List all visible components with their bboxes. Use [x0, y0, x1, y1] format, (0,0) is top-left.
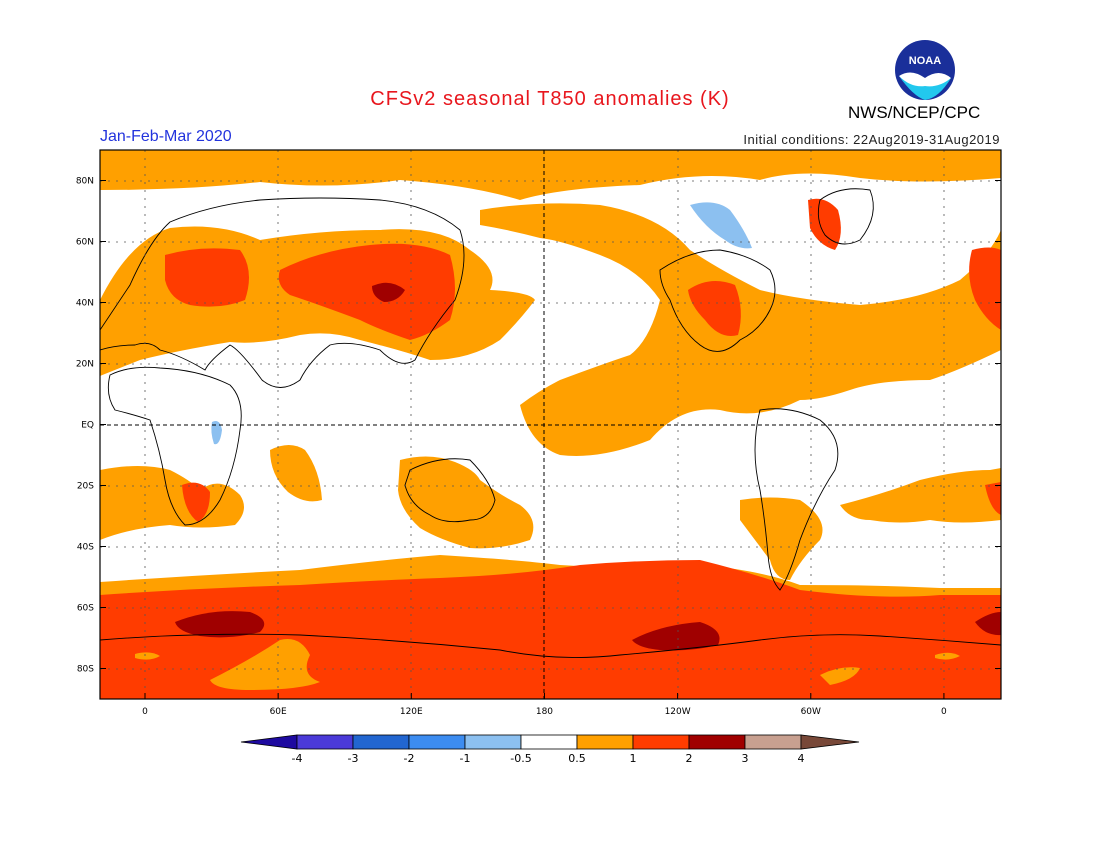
- moderate-warm-anomaly-regions: [100, 198, 1001, 699]
- lon-label: 120W: [665, 707, 691, 717]
- colorbar-tick-label: -3: [348, 752, 359, 765]
- noaa-logo-wave: [899, 72, 951, 87]
- latitude-axis: 80N 60N 40N 20N EQ 20S 40S 60S 80S: [76, 177, 1001, 675]
- lat-label: 80S: [77, 665, 94, 675]
- continent-outlines: [100, 188, 1001, 659]
- lat-label: 20S: [77, 482, 94, 492]
- colorbar-tick-label: -2: [404, 752, 415, 765]
- longitude-axis: 0 60E 120E 180 120W 60W 0: [142, 693, 947, 717]
- colorbar-box: [632, 734, 690, 750]
- equator-dateline: [100, 150, 1001, 699]
- colorbar: -4 -3 -2 -1 -0.5 0.5 1 2 3 4: [240, 734, 860, 765]
- agency-label: NWS/NCEP/CPC: [848, 103, 981, 122]
- colorbar-high-end: [800, 734, 860, 750]
- lon-label: 60E: [270, 707, 287, 717]
- colorbar-tick-label: 3: [742, 752, 749, 765]
- colorbar-tick-label: 4: [798, 752, 805, 765]
- noaa-logo-text: NOAA: [909, 55, 941, 67]
- season-label: Jan-Feb-Mar 2020: [100, 128, 232, 145]
- lat-label: 20N: [76, 360, 94, 370]
- colorbar-tick-label: 1: [630, 752, 637, 765]
- lat-label: 40N: [76, 299, 94, 309]
- lon-label: 60W: [801, 707, 821, 717]
- lon-label: 0: [941, 707, 947, 717]
- colorbar-tick-label: 2: [686, 752, 693, 765]
- colorbar-box: [688, 734, 746, 750]
- lon-label: 120E: [400, 707, 423, 717]
- lat-label: 60S: [77, 604, 94, 614]
- lon-label: 180: [536, 707, 553, 717]
- colorbar-box: [520, 734, 578, 750]
- map-title: CFSv2 seasonal T850 anomalies (K): [370, 88, 730, 110]
- weak-cool-anomaly-regions: [211, 202, 752, 445]
- antarctic-weak-warm-regions: [135, 639, 960, 690]
- graticule: [100, 150, 1001, 699]
- lat-label: 60N: [76, 238, 94, 248]
- colorbar-low-end: [240, 734, 298, 750]
- colorbar-box: [464, 734, 522, 750]
- colorbar-tick-label: -1: [460, 752, 471, 765]
- noaa-logo: NOAA: [895, 40, 955, 100]
- colorbar-box: [296, 734, 354, 750]
- map-field: [100, 150, 1001, 699]
- lat-label: 40S: [77, 543, 94, 553]
- colorbar-tick-label: 0.5: [568, 752, 586, 765]
- lon-label: 0: [142, 707, 148, 717]
- noaa-logo-gull: [899, 76, 951, 100]
- colorbar-box: [352, 734, 410, 750]
- lat-label: EQ: [81, 421, 94, 431]
- colorbar-tick-label: -0.5: [510, 752, 531, 765]
- strong-warm-anomaly-regions: [175, 282, 1001, 651]
- lat-label: 80N: [76, 177, 94, 187]
- initial-conditions-label: Initial conditions: 22Aug2019-31Aug2019: [743, 132, 1000, 147]
- colorbar-box: [744, 734, 802, 750]
- colorbar-box: [576, 734, 634, 750]
- colorbar-tick-label: -4: [292, 752, 303, 765]
- colorbar-box: [408, 734, 466, 750]
